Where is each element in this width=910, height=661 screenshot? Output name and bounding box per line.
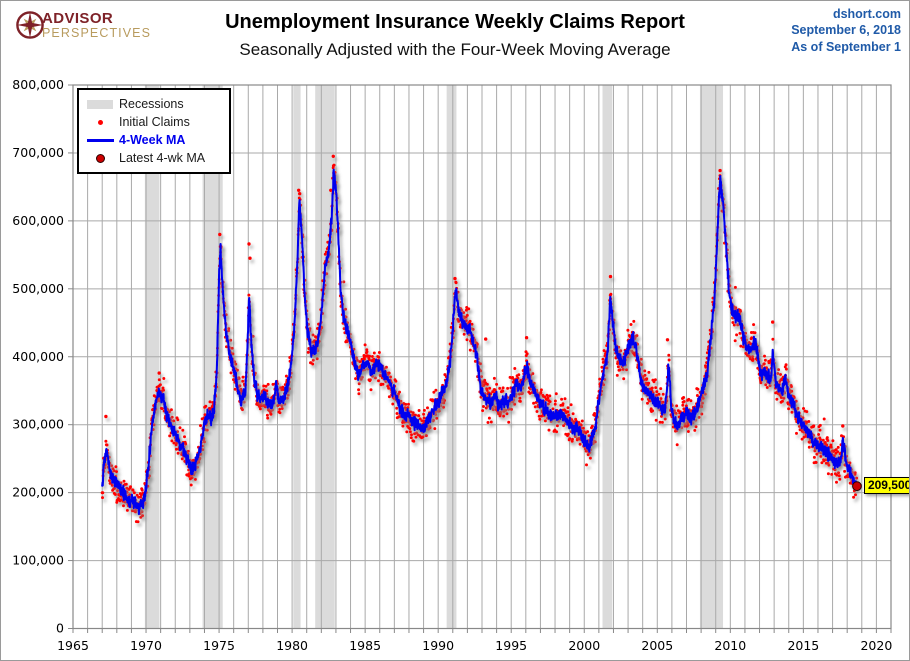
advisor-perspectives-logo: ADVISOR PERSPECTIVES [15, 10, 151, 40]
legend-label: Latest 4-wk MA [119, 151, 206, 165]
svg-text:800,000: 800,000 [12, 77, 64, 92]
svg-text:1965: 1965 [57, 638, 89, 653]
svg-text:1990: 1990 [422, 638, 454, 653]
legend-label: Initial Claims [119, 115, 190, 129]
x-axis-labels: 1965 1970 1975 1980 1985 1990 1995 2000 2005 2010… [57, 638, 892, 653]
svg-text:100,000: 100,000 [12, 553, 64, 568]
legend-label: 4-Week MA [119, 133, 186, 147]
svg-text:1985: 1985 [349, 638, 381, 653]
logo-advisor-text: ADVISOR [42, 9, 114, 27]
initial-claims-swatch [97, 119, 103, 125]
legend-item-4-week-ma: 4-Week MA [85, 131, 223, 149]
svg-text:400,000: 400,000 [12, 349, 64, 364]
latest-value-callout: 209,500 [863, 477, 909, 495]
svg-text:1995: 1995 [495, 638, 527, 653]
svg-text:500,000: 500,000 [12, 281, 64, 296]
svg-text:700,000: 700,000 [12, 145, 64, 160]
recession-swatch [87, 99, 113, 109]
ma-line [101, 168, 859, 516]
latest-ma-swatch [95, 153, 105, 163]
svg-text:2020: 2020 [860, 638, 892, 653]
logo-perspectives-text: PERSPECTIVES [42, 25, 152, 40]
svg-text:2000: 2000 [568, 638, 600, 653]
legend-label: Recessions [119, 97, 184, 111]
svg-text:2010: 2010 [714, 638, 746, 653]
y-axis-labels: 800,000 700,000 600,000 500,000 400,000 300,0… [12, 77, 64, 636]
axis-ticks [68, 84, 892, 633]
chart-subtitle: Seasonally Adjusted with the Four-Week M… [239, 40, 671, 59]
source-site: dshort.com [832, 7, 901, 21]
svg-text:1970: 1970 [130, 638, 162, 653]
chart-title: Unemployment Insurance Weekly Claims Rep… [225, 11, 685, 33]
legend-item-initial-claims: Initial Claims [85, 113, 223, 131]
legend-item-latest-ma: Latest 4-wk MA [85, 149, 223, 167]
svg-text:2005: 2005 [641, 638, 673, 653]
legend-box: Recessions Initial Claims 4-Week MA Late… [77, 88, 231, 174]
legend-item-recessions: Recessions [85, 95, 223, 113]
svg-text:1975: 1975 [203, 638, 235, 653]
svg-text:300,000: 300,000 [12, 417, 64, 432]
compass-icon [16, 11, 44, 39]
source-date: September 6, 2018 [791, 23, 901, 38]
svg-text:200,000: 200,000 [12, 485, 64, 500]
source-block: dshort.com September 6, 2018 As of Septe… [791, 6, 901, 55]
svg-text:600,000: 600,000 [12, 213, 64, 228]
svg-text:2015: 2015 [787, 638, 819, 653]
latest-ma-dot [852, 481, 862, 492]
svg-text:1980: 1980 [276, 638, 308, 653]
ma-line-swatch [86, 138, 114, 142]
svg-text:0: 0 [56, 621, 64, 636]
source-asof: As of September 1 [791, 39, 901, 54]
